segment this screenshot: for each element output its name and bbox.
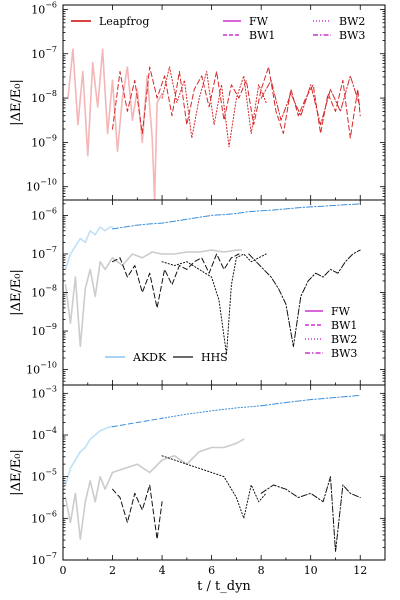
y-tick-label-base: 10	[31, 248, 45, 261]
y-tick-label-exponent: −7	[45, 551, 57, 560]
x-tick-label: 2	[109, 564, 116, 577]
series-group	[66, 395, 361, 551]
y-tick-label-base: 10	[31, 429, 45, 442]
y-tick-label: 10−9	[31, 133, 57, 149]
series-line-akdk	[66, 227, 113, 269]
y-tick-label: 10−7	[31, 45, 57, 61]
x-tick-label: 10	[304, 564, 318, 577]
series-line-hhs-bw-dashed	[113, 254, 239, 308]
series-line-hhs-bw-dotted	[162, 456, 266, 519]
y-tick-label-exponent: −5	[45, 468, 57, 477]
y-tick-label-base: 10	[31, 209, 45, 222]
y-tick-label-exponent: −7	[45, 45, 57, 54]
y-tick-label: 10−7	[31, 551, 57, 567]
x-tick-label: 0	[60, 564, 67, 577]
legend-label: BW2	[331, 333, 357, 346]
y-tick-label: 10−10	[26, 361, 57, 377]
y-tick-label-exponent: −3	[45, 384, 57, 393]
y-tick-label: 10−7	[31, 245, 57, 261]
y-tick-label-base: 10	[31, 554, 45, 567]
series-line-akdk-bw-dashed	[113, 418, 163, 426]
y-tick-label-base: 10	[31, 3, 45, 16]
series-line-hhs	[66, 250, 242, 346]
y-tick-label: 10−6	[31, 509, 57, 525]
x-tick-label: 12	[353, 564, 367, 577]
y-axis-label: |ΔE/E₀|	[9, 269, 24, 316]
y-axis-label: |ΔE/E₀|	[9, 449, 24, 496]
y-tick-label-exponent: −8	[45, 89, 57, 98]
y-tick-label-exponent: −4	[45, 426, 57, 435]
y-tick-label-base: 10	[26, 364, 40, 377]
y-tick-label-base: 10	[31, 48, 45, 61]
series-line-hhs-bw-dashed	[113, 485, 163, 539]
series-line-akdk	[66, 427, 113, 485]
y-tick-label-exponent: −7	[45, 245, 57, 254]
legend-label: AKDK	[132, 351, 167, 364]
y-tick-label-base: 10	[31, 387, 45, 400]
y-tick-label: 10−10	[26, 178, 57, 194]
series-line-bw-dashdot	[261, 76, 360, 125]
series-group	[66, 204, 361, 354]
axes-frame	[63, 385, 385, 560]
y-tick-label: 10−6	[31, 0, 57, 16]
legend-label: BW1	[249, 29, 275, 42]
y-tick-label: 10−3	[31, 384, 57, 400]
series-line-akdk-bw	[113, 204, 361, 229]
series-group	[68, 49, 360, 200]
y-tick-label-exponent: −6	[45, 509, 57, 518]
legend-label: BW3	[339, 29, 365, 42]
y-tick-label-base: 10	[31, 512, 45, 525]
series-line-hhs	[66, 439, 244, 539]
y-tick-label-base: 10	[31, 471, 45, 484]
y-axis-label: |ΔE/E₀|	[9, 79, 24, 126]
y-tick-label: 10−6	[31, 206, 57, 222]
y-tick-label-base: 10	[26, 181, 40, 194]
y-tick-label-exponent: −9	[45, 133, 57, 142]
y-tick-label: 10−8	[31, 284, 57, 300]
series-line-akdk-bw-dashdot	[261, 395, 360, 405]
y-tick-label: 10−8	[31, 89, 57, 105]
panel-bottom: 10−710−610−510−410−30 2 4 6 8 10 12|ΔE/E₀|t / …	[9, 384, 385, 594]
legend-label: Leapfrog	[99, 15, 149, 28]
x-tick-label: 8	[258, 564, 265, 577]
legend-label: HHS	[201, 351, 228, 364]
y-tick-label-exponent: −8	[45, 284, 57, 293]
x-axis-label: t / t_dyn	[197, 579, 251, 594]
y-tick-label: 10−9	[31, 322, 57, 338]
x-tick-label: 4	[159, 564, 166, 577]
y-tick-label-base: 10	[31, 325, 45, 338]
y-tick-label-exponent: −10	[40, 361, 57, 370]
legend-label: BW1	[331, 319, 357, 332]
y-tick-label-exponent: −6	[45, 206, 57, 215]
y-tick-label: 10−5	[31, 468, 57, 484]
legend-label: FW	[249, 15, 269, 28]
y-tick-label: 10−4	[31, 426, 57, 442]
series-line-leapfrog	[68, 49, 162, 200]
y-tick-label-exponent: −9	[45, 322, 57, 331]
x-tick-label: 6	[208, 564, 215, 577]
y-tick-label-base: 10	[31, 92, 45, 105]
legend-label: BW3	[331, 347, 357, 360]
y-tick-label-base: 10	[31, 287, 45, 300]
legend-label: FW	[331, 305, 351, 318]
y-tick-label-exponent: −10	[40, 178, 57, 187]
series-line-hhs-bw-dashdot	[261, 477, 360, 552]
series-line-akdk-bw-dotted	[162, 406, 261, 419]
y-tick-label-exponent: −6	[45, 0, 57, 9]
legend-label: BW2	[339, 15, 365, 28]
y-tick-label-base: 10	[31, 136, 45, 149]
